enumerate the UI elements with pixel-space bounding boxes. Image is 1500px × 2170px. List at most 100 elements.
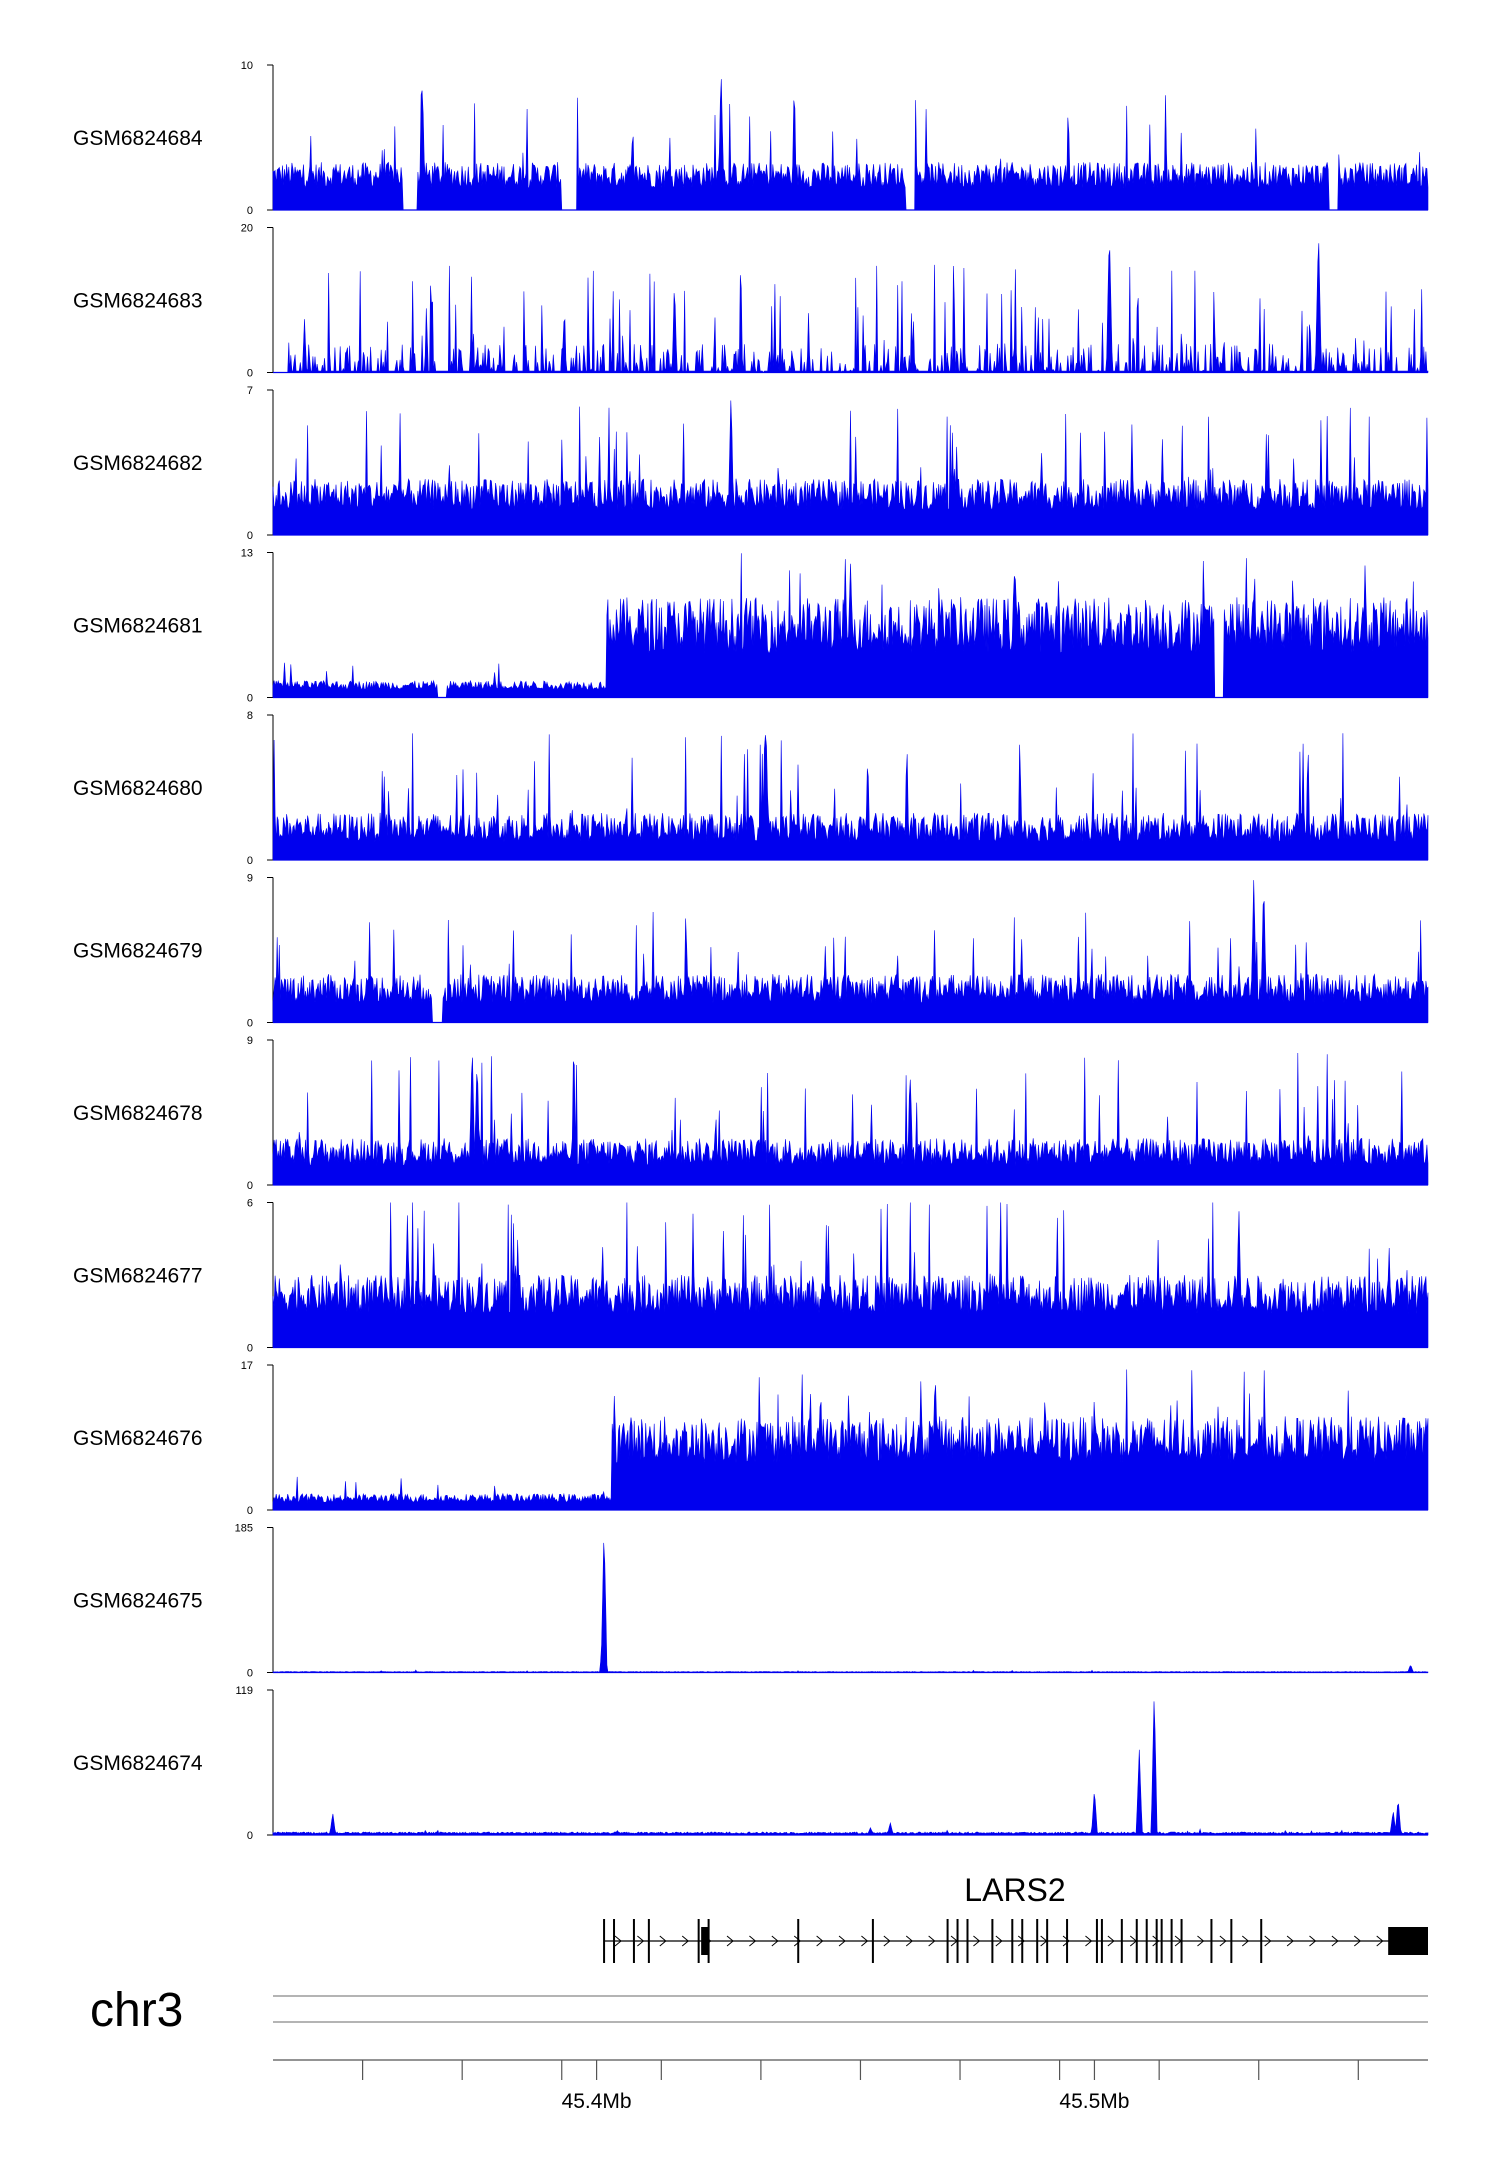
- y-min-label: 0: [247, 205, 253, 217]
- track-label: GSM6824674: [73, 1752, 203, 1775]
- y-max-label: 8: [247, 710, 253, 722]
- gene-exon: [1135, 1919, 1138, 1963]
- gene-exon: [956, 1919, 959, 1963]
- gene-exon: [797, 1919, 800, 1963]
- gene-exon: [946, 1919, 949, 1963]
- strand-arrow: [726, 1935, 734, 1947]
- strand-arrow: [637, 1935, 645, 1947]
- strand-arrow: [1062, 1935, 1070, 1947]
- gene-thick-exon: [701, 1927, 709, 1955]
- coverage-area-GSM6824674: [272, 1701, 1429, 1836]
- gene-exon: [1160, 1919, 1163, 1963]
- gene-exon: [1180, 1919, 1183, 1963]
- y-min-label: 0: [247, 693, 253, 705]
- coverage-area-GSM6824680: [272, 733, 1429, 861]
- strand-arrow: [973, 1935, 981, 1947]
- y-max-label: 17: [241, 1360, 253, 1372]
- track-label: GSM6824681: [73, 615, 203, 638]
- gene-exon: [1155, 1919, 1158, 1963]
- strand-arrow: [1085, 1935, 1093, 1947]
- track-label: GSM6824678: [73, 1102, 203, 1125]
- strand-arrow: [905, 1935, 914, 1947]
- gene-exon: [697, 1919, 700, 1963]
- coverage-area-GSM6824681: [272, 553, 1429, 698]
- gene-label-lars2: LARS2: [964, 1872, 1065, 1908]
- y-min-label: 0: [247, 1830, 253, 1842]
- gene-exon: [647, 1919, 650, 1963]
- track-GSM6824679: GSM6824679 9 0: [73, 873, 1429, 1030]
- gene-exon: [603, 1919, 606, 1963]
- track-GSM6824680: GSM6824680 8 0: [73, 710, 1429, 867]
- strand-arrow: [1376, 1935, 1384, 1947]
- strand-arrow: [614, 1935, 622, 1947]
- y-max-label: 6: [247, 1198, 253, 1210]
- strand-arrow: [838, 1935, 846, 1947]
- y-max-label: 13: [241, 548, 253, 560]
- y-min-label: 0: [247, 368, 253, 380]
- y-max-label: 119: [235, 1685, 253, 1697]
- gene-exon: [991, 1919, 994, 1963]
- strand-arrow: [1241, 1935, 1250, 1947]
- track-GSM6824681: GSM6824681 13 0: [73, 548, 1429, 705]
- track-GSM6824682: GSM6824682 7 0: [73, 385, 1429, 542]
- gene-track: LARS2: [603, 1872, 1428, 1963]
- gene-exon: [1260, 1919, 1263, 1963]
- strand-arrow: [816, 1935, 824, 1947]
- track-label: GSM6824684: [73, 127, 203, 150]
- gene-exon: [1145, 1919, 1148, 1963]
- strand-arrow: [1197, 1935, 1205, 1947]
- y-max-label: 9: [247, 873, 253, 885]
- y-min-label: 0: [247, 855, 253, 867]
- strand-arrow: [749, 1935, 757, 1947]
- strand-arrow: [1152, 1935, 1160, 1947]
- strand-arrow: [1219, 1935, 1227, 1947]
- track-label: GSM6824682: [73, 452, 203, 475]
- track-label: GSM6824679: [73, 940, 203, 963]
- gene-exon: [1210, 1919, 1213, 1963]
- gene-exon: [1100, 1919, 1103, 1963]
- track-label: GSM6824676: [73, 1427, 203, 1450]
- y-min-label: 0: [247, 1343, 253, 1355]
- track-GSM6824674: GSM6824674 119 0: [73, 1685, 1429, 1842]
- y-max-label: 20: [241, 223, 253, 235]
- gene-exon: [1046, 1919, 1049, 1963]
- y-min-label: 0: [247, 1018, 253, 1030]
- coverage-area-GSM6824684: [272, 79, 1429, 211]
- coverage-tracks: GSM6824684100GSM6824683200GSM682468270GS…: [73, 60, 1429, 1842]
- strand-arrow: [1264, 1935, 1272, 1947]
- x-tick-label: 45.4Mb: [562, 2090, 632, 2113]
- track-GSM6824684: GSM6824684 10 0: [73, 60, 1429, 217]
- strand-arrow: [771, 1935, 779, 1947]
- gene-exon: [871, 1919, 874, 1963]
- gene-exon: [1021, 1919, 1024, 1963]
- y-max-label: 7: [247, 385, 253, 397]
- strand-arrow: [1309, 1935, 1317, 1947]
- track-GSM6824676: GSM6824676 17 0: [73, 1360, 1429, 1517]
- strand-arrow: [883, 1935, 891, 1947]
- strand-arrow: [1017, 1935, 1026, 1947]
- y-min-label: 0: [247, 1505, 253, 1517]
- gene-exon: [613, 1919, 616, 1963]
- track-label: GSM6824683: [73, 290, 203, 313]
- gene-exon: [1230, 1919, 1233, 1963]
- track-GSM6824677: GSM6824677 6 0: [73, 1198, 1429, 1355]
- strand-arrow: [1331, 1935, 1339, 1947]
- strand-arrow: [681, 1935, 689, 1947]
- y-min-label: 0: [247, 530, 253, 542]
- coverage-area-GSM6824677: [272, 1202, 1429, 1348]
- strand-arrow: [659, 1935, 667, 1947]
- coverage-area-GSM6824679: [272, 880, 1429, 1023]
- coverage-area-GSM6824678: [272, 1052, 1429, 1186]
- y-min-label: 0: [247, 1180, 253, 1192]
- coverage-area-GSM6824682: [272, 400, 1429, 536]
- gene-thick-exon: [1388, 1927, 1428, 1955]
- y-max-label: 10: [241, 60, 253, 72]
- track-label: GSM6824680: [73, 777, 203, 800]
- gene-exon: [632, 1919, 635, 1963]
- gene-exon: [966, 1919, 969, 1963]
- coverage-area-GSM6824675: [272, 1542, 1429, 1673]
- gene-exon: [1066, 1919, 1069, 1963]
- strand-arrow: [793, 1935, 802, 1947]
- strand-arrow: [861, 1935, 869, 1947]
- y-min-label: 0: [247, 1668, 253, 1680]
